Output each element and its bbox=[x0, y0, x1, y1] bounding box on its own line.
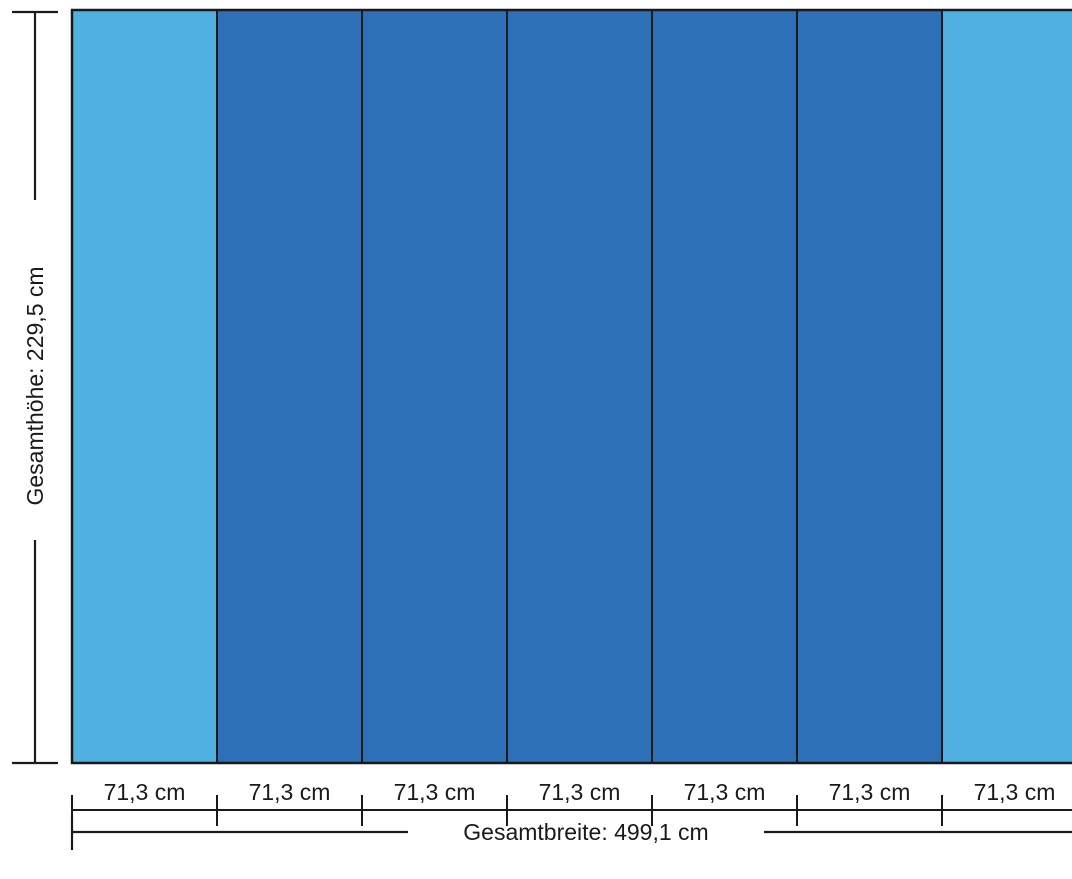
total-width-label: Gesamtbreite: 499,1 cm bbox=[463, 819, 708, 845]
panel-width-ticks bbox=[71, 795, 1072, 826]
panel-width-label-4: 71,3 cm bbox=[539, 779, 621, 805]
total-height-label: Gesamthöhe: 229,5 cm bbox=[22, 266, 48, 505]
height-dimension bbox=[12, 10, 58, 765]
wall-panel-4 bbox=[506, 9, 653, 764]
wall-panel-5 bbox=[651, 9, 798, 764]
panel-width-label-5: 71,3 cm bbox=[684, 779, 766, 805]
panel-width-labels: 71,3 cm 71,3 cm 71,3 cm 71,3 cm 71,3 cm 71,3 … bbox=[104, 779, 1056, 805]
panel-width-label-2: 71,3 cm bbox=[249, 779, 331, 805]
panel-width-label-3: 71,3 cm bbox=[394, 779, 476, 805]
wall-panel-1 bbox=[71, 9, 218, 764]
wall-outline bbox=[70, 8, 1072, 765]
panel-width-label-6: 71,3 cm bbox=[829, 779, 911, 805]
width-dimension bbox=[70, 815, 1072, 850]
panel-group bbox=[71, 9, 1072, 764]
wall-panel-2 bbox=[216, 9, 363, 764]
wall-panel-7 bbox=[941, 9, 1072, 764]
panel-width-label-1: 71,3 cm bbox=[104, 779, 186, 805]
panel-width-label-7: 71,3 cm bbox=[974, 779, 1056, 805]
wall-panel-3 bbox=[361, 9, 508, 764]
wall-panel-6 bbox=[796, 9, 943, 764]
